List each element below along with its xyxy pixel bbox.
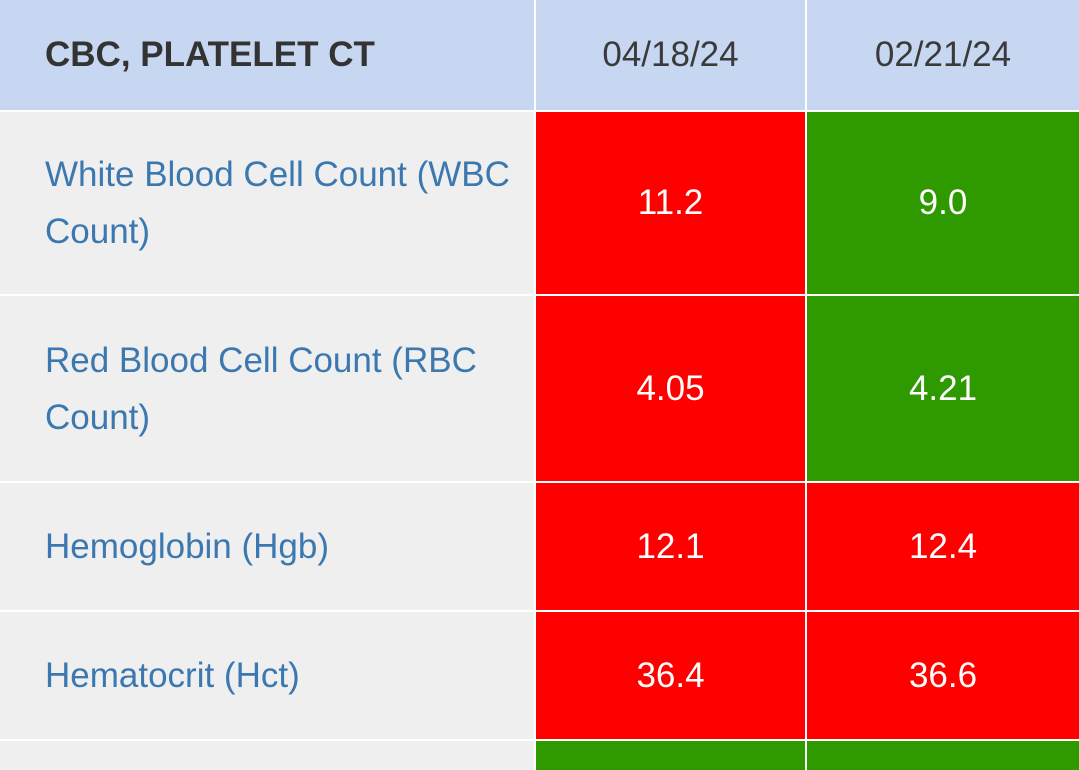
date-column-header: 02/21/24 — [807, 0, 1079, 112]
test-name-link[interactable]: White Blood Cell Count (WBC Count) — [0, 112, 536, 296]
panel-title: CBC, PLATELET CT — [0, 0, 536, 112]
test-name-link[interactable]: Hemoglobin (Hgb) — [0, 483, 536, 612]
result-value: 12.1 — [536, 483, 807, 612]
test-name-link[interactable]: Hematocrit (Hct) — [0, 612, 536, 741]
test-name-link[interactable] — [0, 741, 536, 770]
result-value: 36.4 — [536, 612, 807, 741]
result-value — [807, 741, 1079, 770]
date-column-header: 04/18/24 — [536, 0, 807, 112]
result-value: 9.0 — [807, 112, 1079, 296]
result-value: 36.6 — [807, 612, 1079, 741]
test-name-link[interactable]: Red Blood Cell Count (RBC Count) — [0, 296, 536, 483]
result-value: 4.21 — [807, 296, 1079, 483]
result-value: 11.2 — [536, 112, 807, 296]
result-value — [536, 741, 807, 770]
result-value: 4.05 — [536, 296, 807, 483]
result-value: 12.4 — [807, 483, 1079, 612]
